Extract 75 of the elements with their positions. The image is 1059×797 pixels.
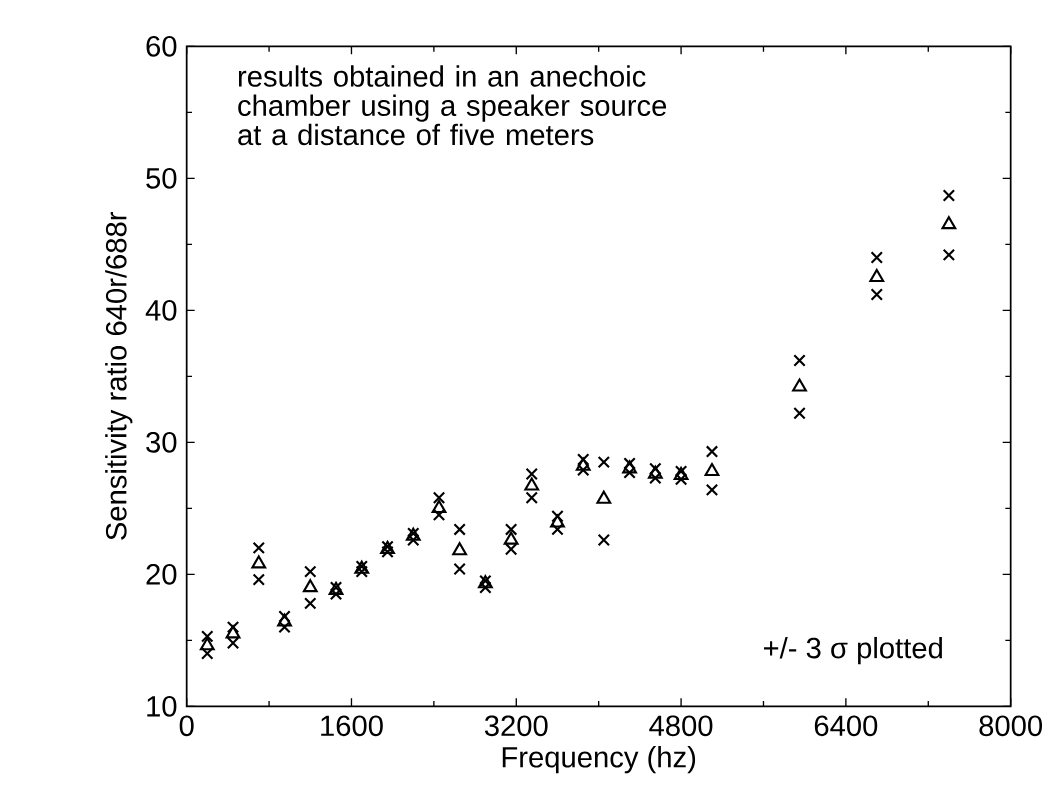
- annotation: results obtained in an anechoic chamber using a speaker source at a distance of five meters: [238, 65, 667, 146]
- point: [504, 523, 518, 536]
- point: [941, 216, 957, 230]
- point: [524, 477, 540, 491]
- point: [551, 523, 564, 536]
- point: [226, 620, 240, 634]
- point: [278, 610, 291, 623]
- point: [304, 565, 317, 578]
- point: [597, 455, 611, 469]
- point: [575, 457, 591, 471]
- point: [479, 581, 492, 594]
- point: [525, 491, 538, 505]
- point: [329, 587, 343, 601]
- y-tick-label: 20: [146, 563, 177, 585]
- point: [453, 523, 466, 536]
- point: [596, 490, 612, 504]
- x-tick-label: 6400: [814, 715, 878, 737]
- y-tick-label: 30: [146, 431, 177, 453]
- point: [432, 508, 446, 522]
- point: [431, 499, 447, 514]
- y-tick-label: 50: [146, 167, 177, 189]
- y-tick-label: 10: [147, 695, 177, 717]
- point: [252, 541, 266, 555]
- x-axis-title: Frequency (hz): [502, 746, 696, 774]
- x-tick-label: 0: [179, 715, 194, 737]
- point: [649, 471, 662, 485]
- point: [870, 251, 884, 264]
- point: [551, 509, 564, 523]
- point: [452, 542, 468, 556]
- point: [355, 565, 369, 578]
- y-tick-label: 60: [146, 35, 177, 57]
- point: [407, 533, 420, 547]
- point: [622, 460, 637, 474]
- point: [647, 465, 663, 479]
- point: [870, 288, 884, 301]
- point: [793, 354, 806, 367]
- point: [623, 466, 636, 479]
- point: [942, 248, 956, 262]
- point: [251, 555, 267, 569]
- x-tick-label: 4800: [649, 715, 713, 737]
- point: [942, 189, 956, 202]
- point: [525, 467, 538, 481]
- point: [302, 579, 318, 593]
- point: [576, 463, 590, 477]
- x-tick-label: 1600: [321, 715, 383, 737]
- point: [704, 462, 720, 477]
- point: [199, 637, 215, 651]
- point: [432, 491, 446, 505]
- point: [277, 613, 292, 627]
- point: [226, 636, 240, 650]
- point: [550, 514, 565, 528]
- point: [705, 483, 719, 497]
- point: [649, 462, 662, 475]
- point: [792, 378, 807, 392]
- point: [504, 542, 518, 556]
- point: [597, 533, 611, 547]
- point: [674, 473, 688, 486]
- point: [453, 562, 466, 576]
- point: [201, 647, 214, 660]
- point: [278, 620, 291, 634]
- annotation: +/- 3 σ plotted: [764, 636, 942, 665]
- x-tick-label: 8000: [979, 715, 1043, 737]
- point: [252, 573, 266, 586]
- x-tick-label: 3200: [484, 715, 548, 737]
- point: [201, 630, 214, 643]
- point: [225, 625, 241, 639]
- point: [381, 545, 394, 559]
- point: [576, 453, 590, 466]
- y-axis-title: Sensitivity ratio 640r/688r: [105, 212, 133, 540]
- y-tick-label: 40: [145, 299, 177, 321]
- point: [503, 531, 519, 545]
- point: [869, 268, 885, 283]
- point: [705, 445, 719, 458]
- point: [793, 407, 806, 420]
- point: [304, 597, 317, 610]
